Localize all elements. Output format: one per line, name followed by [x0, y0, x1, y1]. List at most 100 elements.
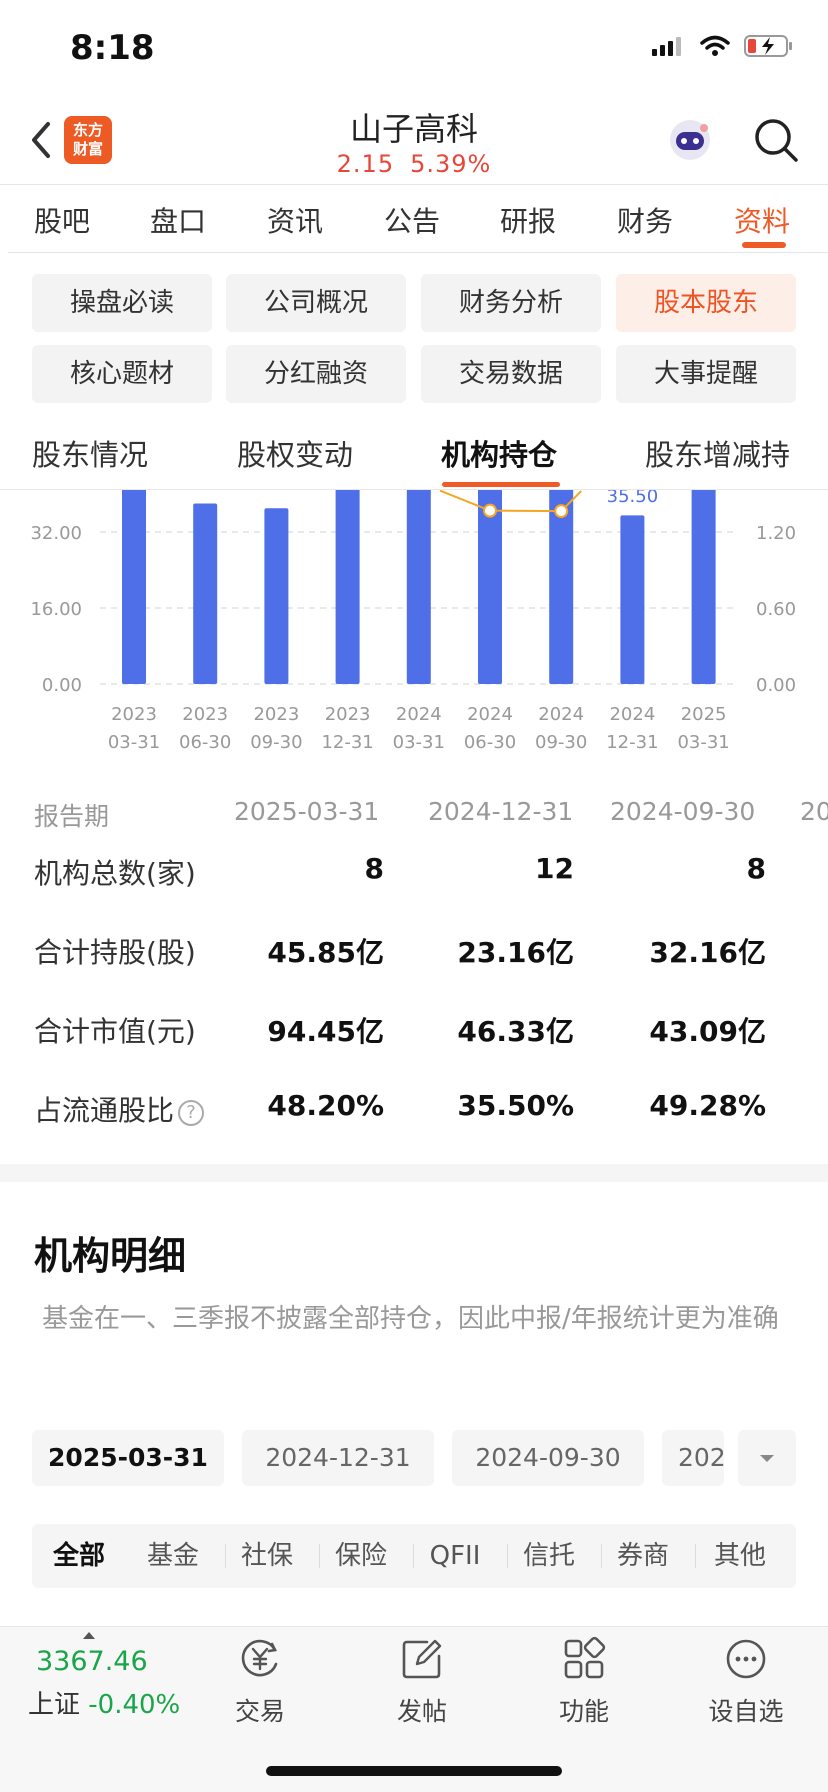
category-fund[interactable]: 基金: [146, 1541, 199, 1571]
x-tick-date: 06-30: [464, 732, 516, 753]
subtab-financial-analysis[interactable]: 财务分析: [421, 274, 601, 332]
divider: [413, 1544, 414, 1568]
x-tick-year: 2024: [467, 704, 513, 725]
line-series: [439, 490, 582, 513]
tab-pankou[interactable]: 盘口: [150, 205, 207, 238]
x-tick-date: 09-30: [535, 732, 587, 753]
date-chip[interactable]: 2024-09-30: [452, 1430, 644, 1486]
bar: [549, 490, 574, 684]
section-tab-equity-change[interactable]: 股权变动: [237, 438, 354, 472]
subtab-dividends[interactable]: 分红融资: [226, 345, 406, 403]
category-social-security[interactable]: 社保: [240, 1541, 293, 1571]
table-cell: 8: [364, 852, 384, 885]
tab-finance[interactable]: 财务: [617, 205, 674, 238]
table-cell: 8: [746, 852, 766, 885]
section-tab-divider: [0, 489, 828, 490]
subtab-trading-guide[interactable]: 操盘必读: [32, 274, 212, 332]
category-other[interactable]: 其他: [713, 1541, 766, 1571]
logo-text-bottom: 财富: [72, 140, 103, 158]
caret-down-icon: [760, 1455, 774, 1462]
section-separator: [0, 1164, 828, 1182]
tab-profile[interactable]: 资料: [734, 205, 791, 238]
help-icon[interactable]: ?: [178, 1100, 205, 1126]
y-tick-left: 16.00: [30, 599, 82, 620]
x-tick-year: 2023: [111, 704, 157, 725]
table-header-label: 报告期: [34, 802, 110, 831]
tab-news[interactable]: 资讯: [267, 205, 324, 238]
divider: [601, 1544, 602, 1568]
nav-post[interactable]: 发帖: [362, 1636, 482, 1728]
subtab-trade-data[interactable]: 交易数据: [421, 345, 601, 403]
tab-research[interactable]: 研报: [500, 205, 557, 238]
robot-assistant-icon[interactable]: [666, 116, 714, 164]
x-tick-year: 2025: [681, 704, 727, 725]
y-tick-right: 0.00: [756, 675, 796, 696]
category-insurance[interactable]: 保险: [334, 1541, 387, 1571]
x-tick-date: 12-31: [606, 732, 658, 753]
row-label-market-value: 合计市值(元): [34, 1015, 196, 1048]
table-header-date: 2024-12-31: [428, 797, 574, 826]
divider: [225, 1544, 226, 1568]
subtab-shareholders[interactable]: 股本股东: [616, 274, 796, 332]
nav-label: 发帖: [396, 1697, 447, 1726]
index-value[interactable]: 3367.46: [36, 1646, 148, 1677]
category-all[interactable]: 全部: [52, 1541, 105, 1571]
app-logo[interactable]: 东方 财富: [64, 116, 112, 164]
subtab-events[interactable]: 大事提醒: [616, 345, 796, 403]
date-dropdown-button[interactable]: [738, 1430, 796, 1486]
stock-name: 山子高科: [349, 110, 478, 148]
bar: [620, 515, 645, 684]
tab-announcements[interactable]: 公告: [384, 205, 441, 238]
disclosure-note: 基金在一、三季报不披露全部持仓，因此中报/年报统计更为准确: [42, 1304, 779, 1334]
section-tab-institution[interactable]: 机构持仓: [441, 438, 558, 472]
stock-quote: 2.15 5.39%: [0, 150, 828, 178]
bar: [478, 490, 502, 684]
line-point: [483, 503, 497, 518]
search-icon[interactable]: [752, 116, 800, 164]
x-tick-date: 03-31: [677, 732, 729, 753]
table-cell: 45.85亿: [267, 936, 384, 969]
subtab-company-overview[interactable]: 公司概况: [226, 274, 406, 332]
x-tick-year: 2024: [609, 704, 655, 725]
status-icons: [652, 34, 794, 58]
category-broker[interactable]: 券商: [616, 1541, 669, 1571]
nav-trade[interactable]: 交易: [200, 1636, 320, 1728]
category-trust[interactable]: 信托: [522, 1541, 575, 1571]
table-cell: 43.09亿: [649, 1015, 766, 1048]
bar: [406, 490, 431, 684]
tab-divider: [8, 252, 828, 253]
main-tab-indicator: [742, 242, 786, 248]
nav-functions[interactable]: 功能: [524, 1636, 644, 1728]
date-chip[interactable]: 2024-12-31: [242, 1430, 434, 1486]
home-indicator: [266, 1766, 562, 1776]
x-tick-date: 09-30: [250, 732, 302, 753]
section-tab-holding-change[interactable]: 股东增减持: [645, 438, 791, 472]
bar: [691, 490, 716, 684]
date-chip[interactable]: 202: [662, 1430, 724, 1486]
x-tick-year: 2024: [396, 704, 442, 725]
category-filter-bar: 全部 基金 社保 保险 QFII 信托 券商 其他: [32, 1524, 796, 1588]
category-qfii[interactable]: QFII: [429, 1541, 481, 1571]
x-tick-year: 2023: [253, 704, 299, 725]
row-label-float-ratio: 占流通股比?: [34, 1089, 205, 1129]
y-tick-left: 0.00: [42, 675, 82, 696]
date-chip[interactable]: 2025-03-31: [32, 1430, 224, 1486]
bar: [122, 490, 146, 684]
header-divider: [0, 184, 828, 185]
battery-icon: [744, 35, 792, 57]
x-tick-date: 03-31: [393, 732, 445, 753]
nav-label: 交易: [234, 1697, 285, 1726]
grid-icon: [564, 1636, 606, 1679]
y-tick-right: 0.60: [756, 599, 796, 620]
line-point: [554, 504, 569, 519]
stock-change: 5.39%: [410, 150, 492, 178]
subtab-core-themes[interactable]: 核心题材: [32, 345, 212, 403]
section-tab-shareholders[interactable]: 股东情况: [32, 438, 149, 472]
tab-guba[interactable]: 股吧: [34, 205, 91, 238]
table-cell: 49.28%: [649, 1089, 766, 1122]
table-header-date: 2024-09-30: [610, 797, 756, 826]
back-icon[interactable]: [24, 118, 58, 162]
index-ticker[interactable]: 上证 -0.40%: [28, 1684, 180, 1721]
table-cell: 12: [535, 852, 574, 885]
nav-add-watchlist[interactable]: 设自选: [686, 1636, 806, 1728]
